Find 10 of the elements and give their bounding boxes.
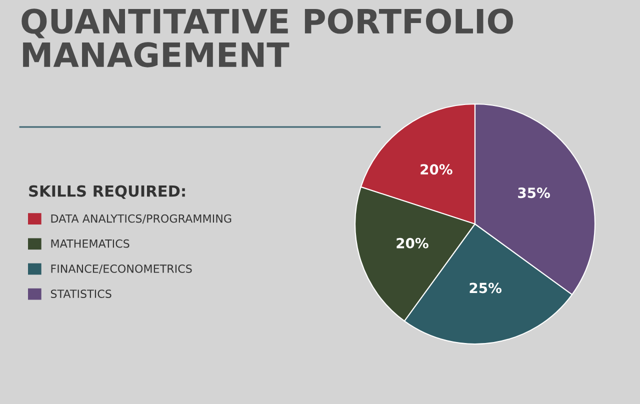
chart-title: QUANTITATIVE PORTFOLIO MANAGEMENT	[22, 8, 513, 68]
data-label: 35%	[518, 188, 550, 198]
legend-label: DATA ANALYTICS/PROGRAMMING	[51, 214, 232, 224]
data-label: 20%	[420, 164, 452, 175]
legend-label: FINANCE/ECONOMETRICS	[51, 264, 192, 274]
legend-label: STATISTICS	[50, 290, 112, 298]
data-label: 25%	[470, 282, 502, 294]
legend-title: SKILLS REQUIRED:	[29, 185, 185, 199]
data-label: 20%	[396, 238, 428, 248]
legend-label: MATHEMATICS	[51, 239, 130, 248]
